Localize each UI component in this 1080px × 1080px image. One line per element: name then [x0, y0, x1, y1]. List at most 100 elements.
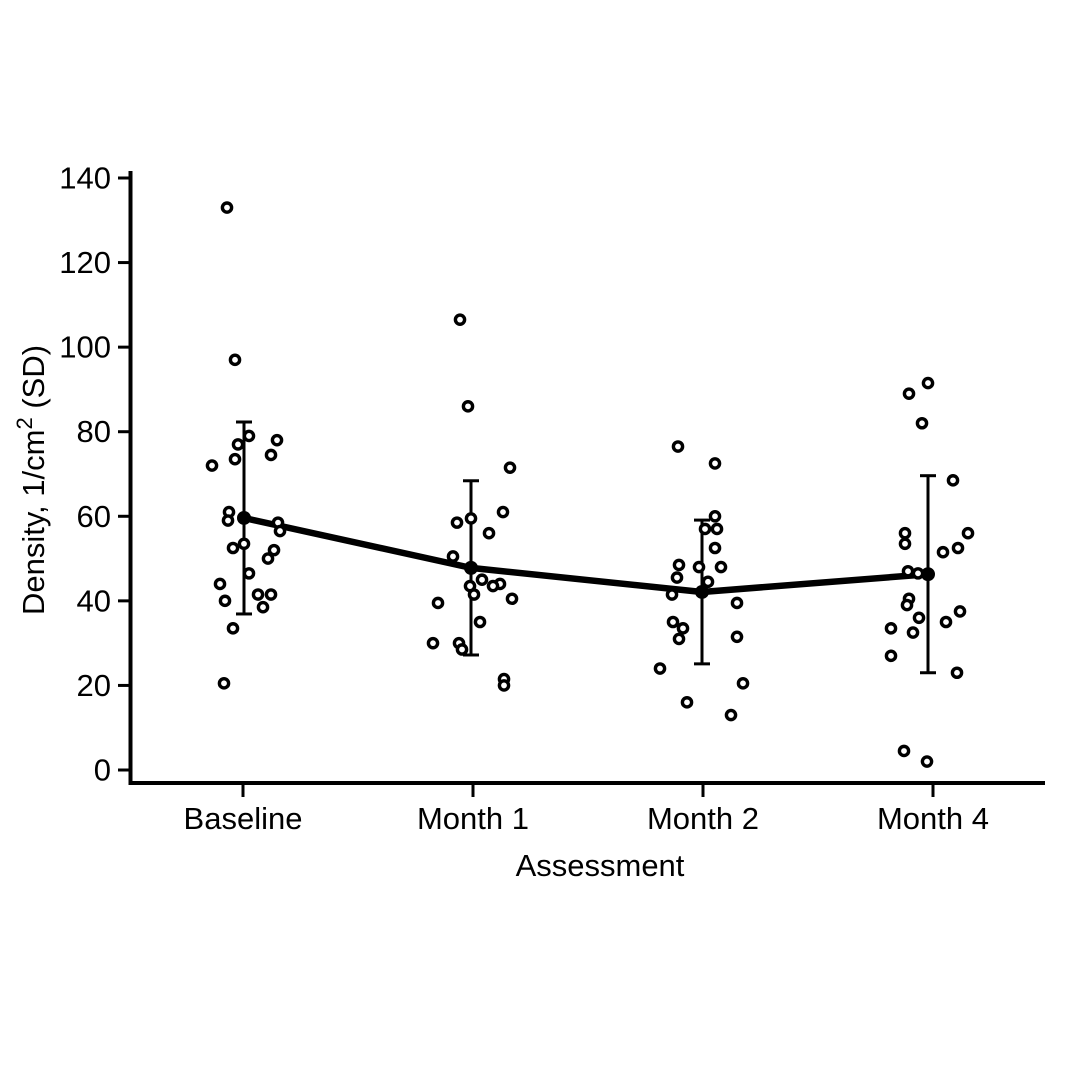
- scatter-point: [730, 630, 744, 644]
- scatter-point: [902, 387, 916, 400]
- scatter-point: [228, 353, 242, 367]
- scatter-point: [666, 615, 680, 629]
- scatter-point: [936, 545, 950, 559]
- scatter-point: [231, 438, 245, 451]
- scatter-point: [467, 588, 481, 601]
- scatter-point: [672, 558, 686, 572]
- scatter-point: [901, 564, 915, 578]
- scatter-point: [953, 605, 967, 618]
- scatter-point: [671, 440, 685, 453]
- scatter-point: [218, 594, 232, 608]
- scatter-point: [426, 636, 440, 650]
- scatter-point: [724, 708, 738, 722]
- scatter-point: [672, 632, 686, 646]
- scatter-point: [665, 588, 679, 601]
- mean-trend-line: [240, 514, 932, 596]
- y-tick-label: 40: [77, 583, 111, 618]
- scatter-point: [730, 596, 744, 610]
- scatter-point: [961, 526, 975, 540]
- scatter-point: [670, 571, 684, 584]
- mean-markers: [237, 510, 935, 599]
- scatter-point: [951, 541, 965, 555]
- scatter-point: [708, 541, 722, 555]
- scatter-point: [461, 400, 475, 413]
- y-tick-label: 20: [77, 668, 111, 703]
- scatter-point: [884, 649, 898, 663]
- scatter-point: [251, 588, 265, 601]
- scatter-point: [946, 474, 960, 487]
- scatter-point: [228, 452, 242, 466]
- scatter-point: [701, 575, 715, 589]
- scatter-point: [205, 459, 219, 472]
- scatter-point: [217, 677, 231, 690]
- scatter-point: [450, 516, 464, 529]
- scatter-point: [270, 433, 284, 447]
- scatter-point: [898, 537, 912, 551]
- y-tick-label: 0: [94, 753, 111, 788]
- scatter-point: [950, 666, 964, 680]
- scatter-point: [736, 677, 750, 690]
- scatter-point: [226, 541, 240, 555]
- scatter-point: [273, 524, 287, 538]
- scatter-point: [915, 416, 929, 430]
- y-axis-label: Density, 1/cm2 (SD): [12, 345, 51, 615]
- mean-marker: [921, 567, 935, 582]
- scatter-point: [264, 448, 278, 462]
- scatter-point: [692, 560, 706, 574]
- scatter-point: [698, 522, 712, 536]
- scatter-point: [464, 512, 478, 525]
- scatter-point: [261, 552, 275, 565]
- scatter-point: [921, 376, 935, 390]
- scatter-points: [205, 201, 975, 768]
- error-bars: [236, 420, 936, 675]
- scatter-point: [256, 600, 270, 614]
- mean-marker: [237, 510, 251, 525]
- y-tick-label: 140: [59, 161, 111, 196]
- scatter-point: [680, 696, 694, 709]
- mean-marker: [695, 584, 709, 599]
- scatter-point: [213, 577, 227, 591]
- mean-marker: [464, 560, 478, 575]
- scatter-point: [431, 596, 445, 610]
- scatter-point: [446, 550, 460, 563]
- x-category-label: Baseline: [184, 801, 303, 836]
- scatter-point: [475, 573, 489, 587]
- scatter-point: [482, 526, 496, 540]
- scatter-point: [708, 457, 722, 470]
- x-axis-label: Assessment: [516, 848, 685, 883]
- scatter-point: [676, 622, 690, 635]
- scatter-point: [453, 313, 467, 326]
- scatter-point: [505, 592, 519, 606]
- scatter-point: [900, 598, 914, 612]
- scatter-point: [906, 626, 920, 639]
- x-axis-ticks: Baseline Month 1 Month 2 Month 4: [184, 783, 989, 836]
- y-tick-label: 120: [59, 245, 111, 280]
- scatter-point: [455, 643, 469, 656]
- scatter-point: [242, 567, 256, 580]
- mean-line: [240, 514, 932, 596]
- scatter-point: [497, 679, 511, 692]
- scatter-point: [486, 579, 500, 593]
- scatter-point: [708, 509, 722, 523]
- y-axis-ticks: 0 20 40 60 80 100 120 140: [59, 161, 131, 788]
- scatter-point: [267, 543, 281, 557]
- scatter-point: [496, 505, 510, 519]
- scatter-point: [912, 611, 926, 625]
- scatter-point: [473, 615, 487, 629]
- scatter-point: [710, 522, 724, 536]
- y-tick-label: 80: [77, 414, 111, 449]
- scatter-point: [920, 755, 934, 768]
- y-tick-label: 100: [59, 330, 111, 365]
- x-category-label: Month 2: [647, 801, 759, 836]
- x-category-label: Month 1: [417, 801, 529, 836]
- scatter-point: [503, 461, 517, 474]
- scatter-point: [897, 744, 911, 758]
- x-category-label: Month 4: [877, 801, 989, 836]
- scatter-point: [898, 526, 912, 540]
- scatter-point: [226, 622, 240, 635]
- scatter-point: [264, 588, 278, 601]
- y-tick-label: 60: [77, 499, 111, 534]
- scatter-point: [714, 560, 728, 574]
